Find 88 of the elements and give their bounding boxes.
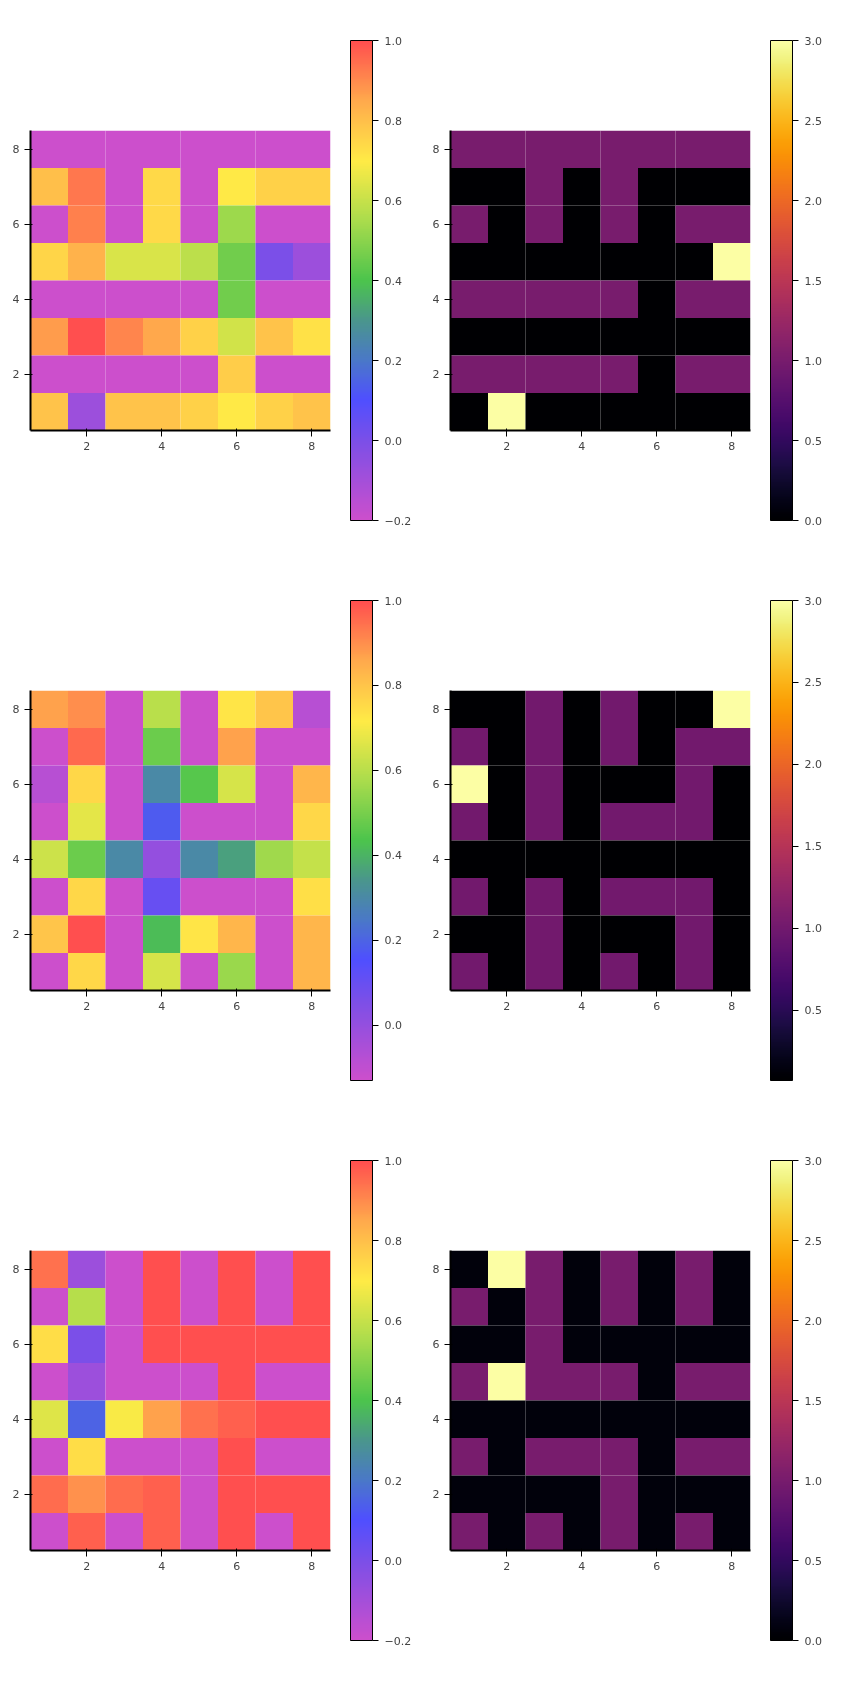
color-bar-label: −0.2 — [384, 514, 412, 528]
color-bar-label: 1.0 — [384, 594, 402, 608]
color-bar-label: 0.4 — [384, 849, 402, 863]
y-tick-label: 8 — [12, 143, 20, 157]
y-tick-label: 2 — [432, 368, 440, 382]
color-bar-label: −0.2 — [384, 1634, 412, 1648]
y-tick-label: 6 — [12, 778, 20, 792]
color-bar-label: 2.0 — [804, 758, 822, 772]
color-bar-label: 0.5 — [804, 1554, 822, 1568]
x-tick-label: 2 — [503, 1559, 511, 1573]
color-bar-label: 0.4 — [384, 1394, 402, 1408]
x-tick-label: 6 — [653, 1559, 661, 1573]
color-bar-label: 1.0 — [804, 354, 822, 368]
x-tick-label: 8 — [308, 999, 316, 1013]
color-bar-label: 0.0 — [804, 1634, 822, 1648]
color-bar-label: 1.0 — [384, 34, 402, 48]
x-tick-label: 8 — [728, 439, 736, 453]
y-tick-label: 4 — [12, 1413, 20, 1427]
color-bar-label: 0.6 — [384, 764, 402, 778]
color-bar-label: 0.0 — [804, 514, 822, 528]
x-tick-label: 4 — [578, 439, 586, 453]
color-bar-label: 1.5 — [804, 1394, 822, 1408]
color-bar-label: 2.0 — [804, 194, 822, 208]
color-bar-label: 2.5 — [804, 676, 822, 690]
color-bar-label: 0.0 — [384, 1019, 402, 1033]
color-bar-label: 0.8 — [384, 1234, 402, 1248]
y-tick-label: 2 — [432, 1488, 440, 1502]
y-tick-label: 4 — [432, 853, 440, 867]
x-tick-label: 2 — [83, 439, 91, 453]
y-tick-label: 4 — [432, 1413, 440, 1427]
color-bar-label: 0.2 — [384, 934, 402, 948]
color-bar-label: 3.0 — [804, 34, 822, 48]
color-bar-label: 1.5 — [804, 274, 822, 288]
x-tick-label: 6 — [653, 999, 661, 1013]
color-bar-label: 0.0 — [384, 434, 402, 448]
y-tick-label: 8 — [432, 1263, 440, 1277]
y-tick-label: 2 — [12, 1488, 20, 1502]
color-bar-label: 0.2 — [384, 354, 402, 368]
y-tick-label: 8 — [12, 703, 20, 717]
y-tick-label: 8 — [12, 1263, 20, 1277]
color-bar-label: 0.8 — [384, 679, 402, 693]
y-tick-label: 8 — [432, 143, 440, 157]
y-tick-label: 6 — [432, 778, 440, 792]
color-bar-label: 0.8 — [384, 114, 402, 128]
color-bar-label: 1.5 — [804, 840, 822, 854]
color-bar-label: 0.0 — [384, 1554, 402, 1568]
color-bar-label: 1.0 — [804, 922, 822, 936]
color-bar-label: 2.5 — [804, 114, 822, 128]
y-tick-label: 4 — [12, 293, 20, 307]
x-tick-label: 6 — [653, 439, 661, 453]
color-bar-label: 3.0 — [804, 594, 822, 608]
y-tick-label: 6 — [12, 218, 20, 232]
x-tick-label: 6 — [233, 439, 241, 453]
color-bar-label: 0.6 — [384, 194, 402, 208]
y-tick-label: 6 — [432, 1338, 440, 1352]
y-tick-label: 4 — [12, 853, 20, 867]
color-bar-label: 3.0 — [804, 1154, 822, 1168]
color-bar-label: 1.0 — [384, 1154, 402, 1168]
color-bar-label: 0.5 — [804, 1004, 822, 1018]
x-tick-label: 8 — [308, 1559, 316, 1573]
color-bar-label: 2.5 — [804, 1234, 822, 1248]
x-tick-label: 8 — [728, 1559, 736, 1573]
color-bar-label: 0.4 — [384, 274, 402, 288]
x-tick-label: 4 — [158, 1559, 166, 1573]
color-bar-label: 0.2 — [384, 1474, 402, 1488]
color-bar-label: 2.0 — [804, 1314, 822, 1328]
y-tick-label: 6 — [12, 1338, 20, 1352]
y-tick-label: 6 — [432, 218, 440, 232]
y-tick-label: 2 — [12, 368, 20, 382]
color-bar-label: 0.5 — [804, 434, 822, 448]
y-tick-label: 2 — [432, 928, 440, 942]
x-tick-label: 2 — [83, 999, 91, 1013]
y-tick-label: 8 — [432, 703, 440, 717]
x-tick-label: 6 — [233, 1559, 241, 1573]
x-tick-label: 2 — [503, 999, 511, 1013]
x-tick-label: 8 — [308, 439, 316, 453]
x-tick-label: 4 — [578, 999, 586, 1013]
y-tick-label: 2 — [12, 928, 20, 942]
y-tick-label: 4 — [432, 293, 440, 307]
color-bar-label: 1.0 — [804, 1474, 822, 1488]
x-tick-label: 8 — [728, 999, 736, 1013]
x-tick-label: 4 — [158, 439, 166, 453]
x-tick-label: 6 — [233, 999, 241, 1013]
x-tick-label: 4 — [158, 999, 166, 1013]
x-tick-label: 4 — [578, 1559, 586, 1573]
x-tick-label: 2 — [83, 1559, 91, 1573]
x-tick-label: 2 — [503, 439, 511, 453]
color-bar-label: 0.6 — [384, 1314, 402, 1328]
